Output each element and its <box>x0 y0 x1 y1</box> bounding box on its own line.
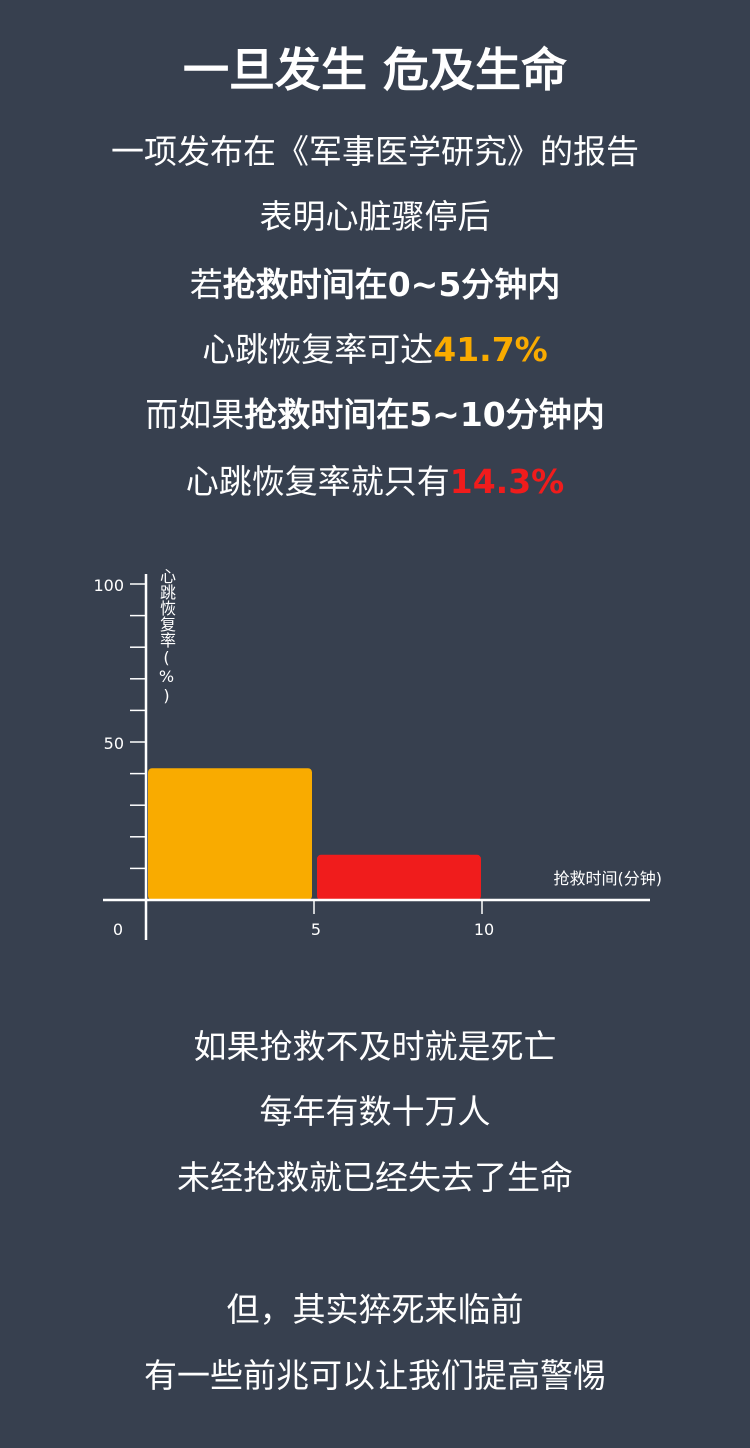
closing-line: 有一些前兆可以让我们提高警惕 <box>144 1356 606 1395</box>
intro-segment: 若 <box>189 265 223 304</box>
intro-segment: 抢救时间在5~10分钟内 <box>244 395 605 434</box>
outro-line: 如果抢救不及时就是死亡 <box>193 1027 557 1066</box>
closing-line: 但，其实猝死来临前 <box>226 1290 524 1329</box>
bar-0-5 <box>148 768 312 900</box>
y-axis-label: 心跳恢复率(%) <box>157 568 176 705</box>
x-axis-label: 抢救时间(分钟) <box>554 869 663 888</box>
intro-segment: 心跳恢复率就只有 <box>185 462 450 501</box>
intro-segment: 一项发布在《军事医学研究》的报告 <box>111 132 639 171</box>
x-tick-label: 0 <box>113 920 123 939</box>
bar-5-10 <box>317 854 481 900</box>
intro-line: 一项发布在《军事医学研究》的报告 <box>0 132 750 172</box>
recovery-rate-chart: 50 100 0 5 10 抢救时间(分钟) <box>93 574 663 940</box>
y-tick-label: 50 <box>104 734 124 753</box>
intro-segment: 表明心脏骤停后 <box>259 197 491 236</box>
intro-segment: 而如果 <box>145 395 245 434</box>
intro-line: 若抢救时间在0~5分钟内 <box>0 265 750 305</box>
highlight-value: 41.7% <box>433 330 548 369</box>
outro-line: 未经抢救就已经失去了生命 <box>177 1158 573 1197</box>
x-tick-label: 10 <box>474 920 494 939</box>
intro-segment: 抢救时间在0~5分钟内 <box>222 265 561 304</box>
intro-segment: 心跳恢复率可达 <box>202 330 434 369</box>
x-tick-label: 5 <box>311 920 321 939</box>
intro-line: 而如果抢救时间在5~10分钟内 <box>0 395 750 435</box>
highlight-value: 14.3% <box>449 462 565 501</box>
page-title: 一旦发生 危及生命 <box>182 43 567 97</box>
intro-line: 表明心脏骤停后 <box>0 197 750 237</box>
y-tick-label: 100 <box>93 576 124 595</box>
outro-line: 每年有数十万人 <box>259 1092 491 1131</box>
intro-line: 心跳恢复率可达41.7% <box>0 330 750 370</box>
intro-line: 心跳恢复率就只有14.3% <box>0 462 750 502</box>
